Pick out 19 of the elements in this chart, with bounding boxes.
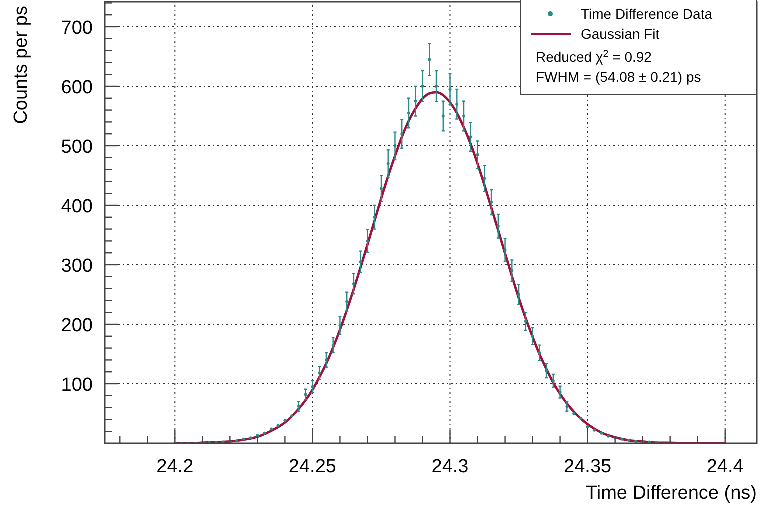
x-tick-label: 24.4 <box>706 456 744 478</box>
x-tick-label: 24.25 <box>288 456 336 478</box>
x-tick-label: 24.2 <box>156 456 194 478</box>
x-axis-title: Time Difference (ns) <box>586 483 757 504</box>
x-tick-label: 24.35 <box>564 456 612 478</box>
legend-label: Time Difference Data <box>581 6 713 22</box>
annotation: Reduced χ$^{2}$ = 0.92 <box>536 48 652 65</box>
line-series <box>174 91 727 444</box>
y-tick-label: 300 <box>61 256 93 277</box>
y-tick-label: 500 <box>61 136 93 158</box>
x-tick-label: 24.3 <box>432 456 469 478</box>
y-tick-label: 200 <box>61 315 93 336</box>
y-tick-label: 600 <box>61 77 93 98</box>
y-tick-label: 100 <box>61 375 93 396</box>
y-axis-title: Counts per ps <box>11 6 32 124</box>
annotation: FWHM = (54.08 ± 0.21) ps <box>536 69 702 85</box>
y-tick-label: 400 <box>61 196 93 218</box>
legend-label: Gaussian Fit <box>581 26 660 42</box>
y-tick-label: 700 <box>61 18 93 39</box>
